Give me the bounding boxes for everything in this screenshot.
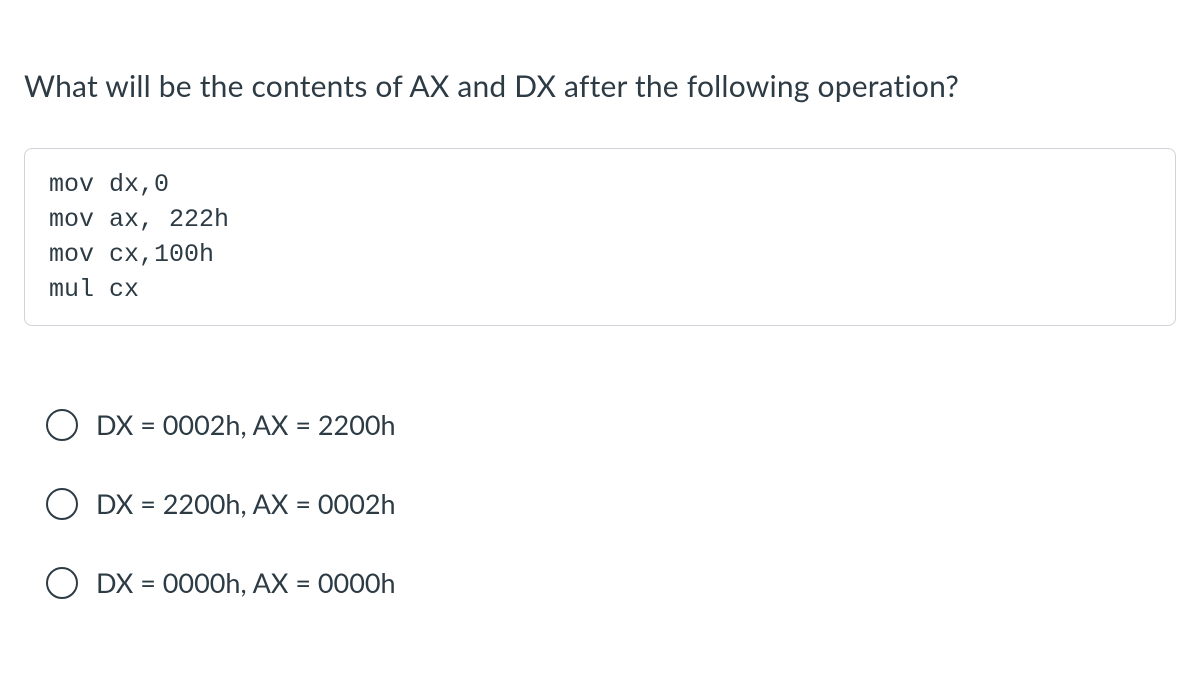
- option-row-1[interactable]: DX = 0002h, AX = 2200h: [46, 408, 1176, 441]
- radio-icon[interactable]: [46, 409, 78, 441]
- code-block: mov dx,0 mov ax, 222h mov cx,100h mul cx: [24, 148, 1176, 326]
- option-label: DX = 0002h, AX = 2200h: [96, 408, 396, 441]
- option-label: DX = 2200h, AX = 0002h: [96, 487, 396, 520]
- radio-icon[interactable]: [46, 488, 78, 520]
- radio-icon[interactable]: [46, 567, 78, 599]
- option-row-3[interactable]: DX = 0000h, AX = 0000h: [46, 566, 1176, 599]
- options-list: DX = 0002h, AX = 2200h DX = 2200h, AX = …: [24, 408, 1176, 599]
- question-text: What will be the contents of AX and DX a…: [24, 68, 1176, 104]
- option-row-2[interactable]: DX = 2200h, AX = 0002h: [46, 487, 1176, 520]
- option-label: DX = 0000h, AX = 0000h: [96, 566, 396, 599]
